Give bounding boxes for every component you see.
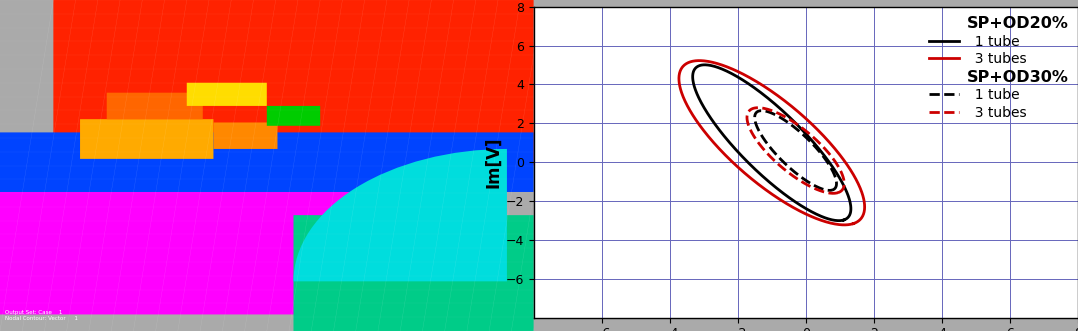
- Text: Output Set: Case    1
Nodal Contour: Vector     1: Output Set: Case 1 Nodal Contour: Vector…: [5, 310, 79, 321]
- FancyBboxPatch shape: [186, 83, 267, 106]
- Y-axis label: Im[V]: Im[V]: [485, 136, 502, 188]
- FancyBboxPatch shape: [213, 122, 277, 149]
- FancyBboxPatch shape: [54, 0, 534, 166]
- FancyBboxPatch shape: [293, 215, 534, 331]
- FancyBboxPatch shape: [80, 119, 213, 159]
- Legend: SP+OD20%,   1 tube,   3 tubes, SP+OD30%,   1 tube,   3 tubes: SP+OD20%, 1 tube, 3 tubes, SP+OD30%, 1 t…: [924, 11, 1074, 125]
- FancyBboxPatch shape: [267, 106, 320, 126]
- FancyBboxPatch shape: [107, 93, 203, 119]
- Wedge shape: [293, 149, 507, 281]
- FancyBboxPatch shape: [0, 132, 534, 192]
- FancyBboxPatch shape: [0, 166, 454, 314]
